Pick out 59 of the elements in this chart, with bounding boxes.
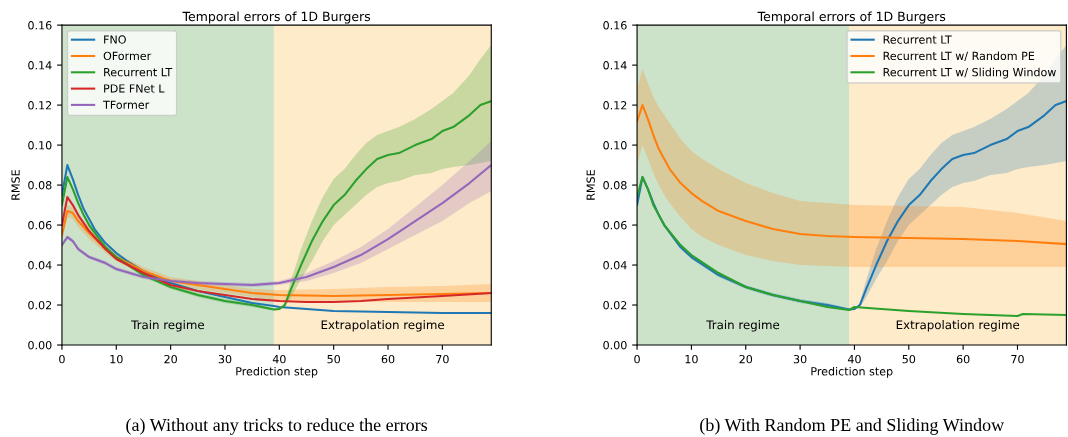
- chart-title: Temporal errors of 1D Burgers: [757, 11, 946, 24]
- y-tick-label: 0.08: [603, 181, 627, 190]
- y-axis-title: RMSE: [586, 170, 595, 200]
- y-tick-label: 0.04: [28, 261, 52, 270]
- x-tick-label: 10: [685, 354, 698, 364]
- x-axis-title: Prediction step: [811, 366, 893, 378]
- x-tick-label: 0: [59, 354, 65, 364]
- legend-label: Recurrent LT w/ Sliding Window: [883, 67, 1056, 79]
- legend-label: FNO: [104, 35, 126, 44]
- line-series: [61, 100, 492, 311]
- y-tick-label: 0.14: [603, 61, 627, 70]
- text: (b) With Random PE and Sliding Window: [700, 418, 1005, 435]
- line-series: [61, 164, 492, 315]
- x-tick-label: 20: [164, 354, 177, 364]
- x-tick-label: 20: [739, 354, 753, 364]
- y-tick-label: 0.10: [28, 141, 52, 150]
- line-series: [637, 176, 1067, 318]
- legend-label: TFormer: [103, 100, 150, 109]
- x-axis-title: Prediction step: [236, 366, 318, 378]
- legend-label: Recurrent LT w/ Random PE: [883, 51, 1035, 61]
- x-tick-label: 70: [1011, 354, 1024, 364]
- y-tick-label: 0.16: [603, 21, 627, 30]
- y-tick-label: 0.12: [603, 101, 627, 110]
- y-tick-label: 0.08: [28, 181, 52, 190]
- y-tick-label: 0.16: [28, 21, 52, 30]
- y-tick-label: 0.10: [603, 141, 627, 150]
- x-tick-label: 40: [272, 354, 286, 364]
- text: (a) Without any tricks to reduce the errors: [126, 418, 428, 435]
- x-tick-label: 60: [956, 354, 970, 364]
- band-label: Extrapolation regime: [321, 320, 445, 332]
- line-series: [637, 104, 1067, 246]
- x-tick-label: 50: [902, 354, 916, 364]
- legend-label: Recurrent LT: [104, 68, 173, 77]
- x-tick-label: 50: [327, 354, 341, 364]
- y-tick-label: 0.14: [28, 61, 52, 70]
- x-tick-label: 70: [436, 354, 449, 364]
- band-label: Extrapolation regime: [896, 320, 1020, 332]
- y-tick-label: 0.06: [603, 221, 627, 230]
- x-tick-label: 30: [793, 354, 807, 364]
- x-tick-label: 10: [110, 354, 123, 364]
- chart-title: Temporal errors of 1D Burgers: [182, 11, 371, 24]
- y-tick-label: 0.02: [603, 301, 627, 310]
- y-tick-label: 0.00: [603, 340, 627, 350]
- y-tick-label: 0.12: [28, 101, 52, 110]
- legend-label: OFormer: [103, 51, 152, 61]
- x-tick-label: 60: [381, 354, 395, 364]
- band-label: Train regime: [706, 320, 780, 332]
- x-tick-label: 40: [847, 354, 861, 364]
- x-tick-label: 30: [218, 354, 232, 364]
- band-label: Train regime: [131, 320, 205, 332]
- y-tick-label: 0.04: [603, 261, 627, 270]
- y-axis-title: RMSE: [11, 170, 20, 200]
- line-series: [61, 164, 492, 287]
- y-tick-label: 0.00: [28, 340, 52, 350]
- x-tick-label: 0: [634, 354, 640, 364]
- legend-label: PDE FNet L: [104, 84, 165, 93]
- legend-label: Recurrent LT: [883, 35, 952, 44]
- y-tick-label: 0.06: [28, 221, 52, 230]
- y-tick-label: 0.02: [28, 301, 52, 310]
